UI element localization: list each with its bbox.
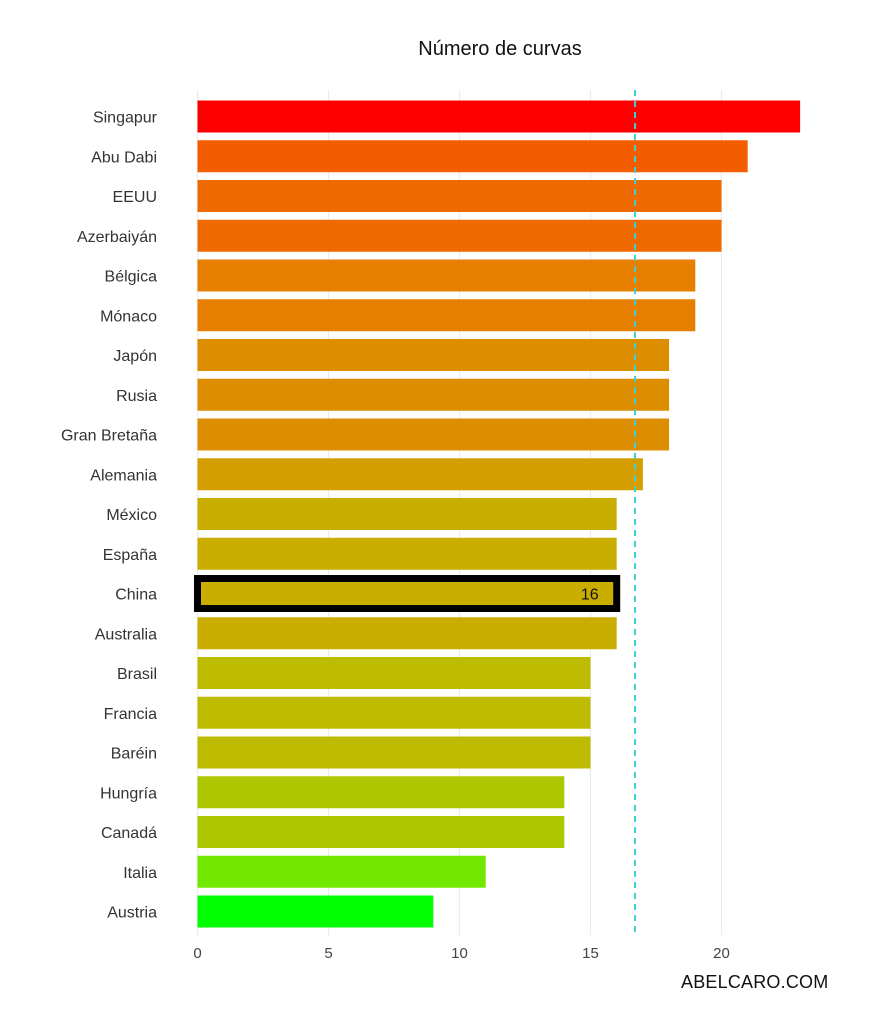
category-label: EEUU <box>113 189 157 206</box>
bar <box>197 577 617 610</box>
category-label: China <box>115 587 157 604</box>
chart-title: Número de curvas <box>418 38 581 60</box>
x-tick-labels: 0 5 10 15 20 <box>193 945 730 962</box>
category-label: Mónaco <box>100 308 157 325</box>
category-label: Baréin <box>111 746 157 763</box>
bar <box>197 816 565 848</box>
bar <box>197 140 748 173</box>
bar <box>197 418 670 451</box>
category-label: Francia <box>104 706 157 723</box>
bar <box>197 180 722 212</box>
category-label: Abu Dabi <box>91 149 157 166</box>
category-labels: Singapur Abu Dabi EEUU Azerbaiyán Bélgica Món… <box>61 110 158 922</box>
bar <box>197 736 591 769</box>
category-label: Italia <box>123 865 157 882</box>
highlight-group: 16 <box>194 575 621 612</box>
bar <box>197 696 591 729</box>
category-label: Rusia <box>116 388 157 405</box>
x-tick-label: 0 <box>193 945 201 962</box>
category-label: México <box>106 507 157 524</box>
bar <box>197 339 670 371</box>
bars <box>197 100 801 928</box>
category-label: Azerbaiyán <box>77 229 157 246</box>
x-tick-label: 5 <box>324 945 332 962</box>
bar <box>197 617 617 650</box>
category-label: Austria <box>107 905 157 922</box>
bar <box>197 100 801 133</box>
bar <box>197 855 486 888</box>
category-label: Canadá <box>101 825 157 842</box>
category-label: Bélgica <box>105 269 158 286</box>
category-label: Alemania <box>90 467 157 484</box>
bar <box>197 458 643 491</box>
category-label: Singapur <box>93 110 158 127</box>
x-tick-label: 10 <box>451 945 468 962</box>
category-label: Brasil <box>117 666 157 683</box>
bar <box>197 378 670 411</box>
bar <box>197 219 722 252</box>
category-label: Australia <box>95 626 157 643</box>
category-label: Hungría <box>100 785 157 802</box>
bar <box>197 299 696 332</box>
category-label: Gran Bretaña <box>61 428 157 445</box>
x-tick-label: 20 <box>713 945 730 962</box>
category-label: Japón <box>113 348 157 365</box>
bar <box>197 259 696 292</box>
category-label: España <box>103 547 157 564</box>
bar <box>197 895 434 928</box>
bar <box>197 657 591 689</box>
data-label: 16 <box>581 587 599 604</box>
bar <box>197 498 617 530</box>
bar <box>197 776 565 809</box>
highlight-box <box>194 575 621 612</box>
watermark: ABELCARO.COM <box>681 972 829 992</box>
x-tick-label: 15 <box>582 945 599 962</box>
bar <box>197 537 617 570</box>
